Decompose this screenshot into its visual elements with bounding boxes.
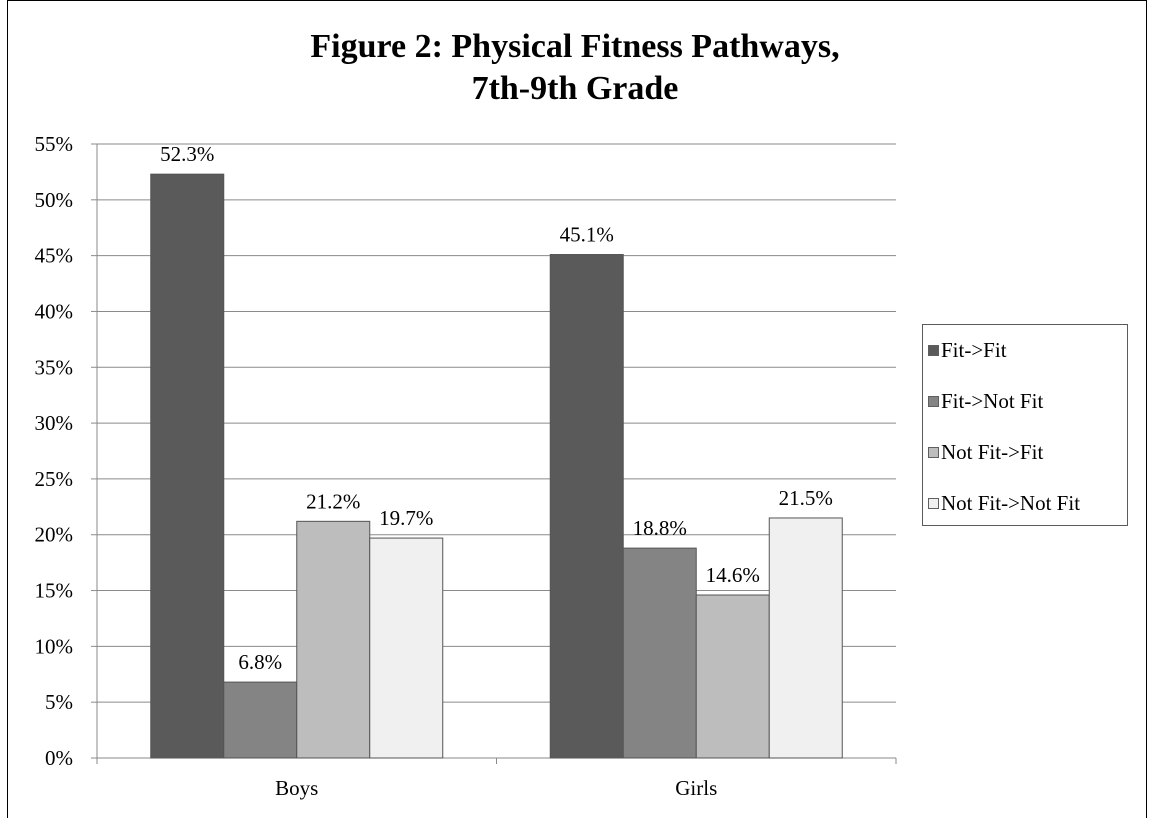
y-tick-label: 30% [35, 411, 74, 435]
legend-item: Fit->Fit [923, 338, 1007, 362]
legend-label: Fit->Not Fit [941, 388, 1044, 413]
legend-label: Not Fit->Not Fit [941, 490, 1081, 515]
legend-swatch [928, 344, 939, 356]
bar [622, 547, 697, 759]
y-tick-label: 10% [35, 634, 74, 658]
x-tick-label: Boys [275, 776, 318, 800]
chart-title: Figure 2: Physical Fitness Pathways, 7th… [0, 26, 1150, 110]
bar [695, 594, 770, 759]
y-tick-label: 15% [35, 579, 74, 603]
chart-frame [7, 0, 1147, 818]
legend-label: Not Fit->Fit [941, 439, 1044, 464]
y-tick-label: 45% [35, 244, 74, 268]
y-tick-label: 5% [45, 690, 73, 714]
data-label: 14.6% [706, 563, 760, 587]
data-label: 52.3% [160, 142, 214, 166]
data-label: 21.2% [306, 489, 360, 513]
legend-item: Fit->Not Fit [923, 389, 1043, 413]
bar [150, 173, 225, 759]
bar [549, 254, 624, 759]
legend-swatch [928, 446, 939, 458]
data-label: 45.1% [560, 223, 614, 247]
y-tick-label: 0% [45, 746, 73, 770]
data-label: 6.8% [238, 650, 282, 674]
bar [369, 537, 444, 759]
y-tick-label: 35% [35, 355, 74, 379]
data-label: 18.8% [633, 516, 687, 540]
y-tick-label: 50% [35, 188, 74, 212]
chart-title-line-2: 7th-9th Grade [471, 70, 679, 107]
x-tick-label: Girls [675, 776, 717, 800]
legend-swatch [928, 395, 939, 407]
chart-title-line-1: Figure 2: Physical Fitness Pathways, [310, 28, 840, 65]
y-tick-label: 20% [35, 523, 74, 547]
legend: Fit->Fit Fit->Not Fit Not Fit->Fit Not Fit-… [922, 324, 1128, 526]
y-tick-label: 25% [35, 467, 74, 491]
legend-item: Not Fit->Fit [923, 440, 1043, 464]
y-tick-label: 55% [35, 132, 74, 156]
legend-swatch [928, 497, 939, 509]
legend-item: Not Fit->Not Fit [923, 491, 1080, 515]
data-label: 21.5% [779, 486, 833, 510]
bar [223, 681, 298, 759]
data-label: 19.7% [379, 506, 433, 530]
bar [296, 520, 371, 759]
y-tick-label: 40% [35, 299, 74, 323]
bar [768, 517, 843, 759]
legend-label: Fit->Fit [941, 337, 1007, 362]
